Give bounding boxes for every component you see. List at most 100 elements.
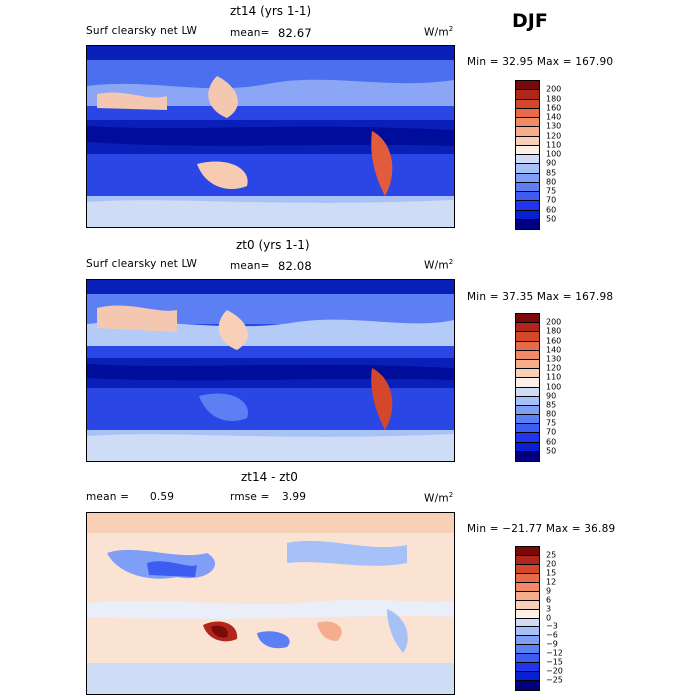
colorbar-level-label: 90: [546, 391, 557, 401]
colorbar-swatch: [516, 332, 539, 342]
colorbar-level-label: 12: [546, 577, 557, 587]
colorbar-swatch: [516, 90, 539, 100]
panel1-title: zt14 (yrs 1-1): [230, 4, 312, 18]
colorbar-swatch: [516, 210, 539, 220]
colorbar-swatch: [516, 591, 539, 601]
colorbar-swatch: [516, 201, 539, 211]
colorbar-swatch: [516, 145, 539, 155]
colorbar-level-label: 85: [546, 400, 557, 410]
colorbar-level-label: 140: [546, 112, 562, 122]
colorbar-swatch: [516, 547, 539, 556]
panel3-mean-label: mean =: [86, 491, 130, 503]
panel1-units: W/m2: [424, 25, 454, 39]
colorbar-level-label: 70: [546, 427, 557, 437]
panel3-title: zt14 - zt0: [241, 470, 298, 484]
colorbar-swatch: [516, 573, 539, 583]
colorbar-swatch: [516, 164, 539, 174]
season-label: DJF: [512, 10, 548, 32]
colorbar-level-label: −9: [546, 639, 558, 649]
colorbar-swatch: [516, 118, 539, 128]
colorbar-swatch: [516, 359, 539, 370]
colorbar-swatch: [516, 433, 539, 443]
colorbar-swatch: [516, 681, 539, 690]
colorbar-level-label: 100: [546, 149, 562, 159]
colorbar-swatch: [516, 192, 539, 202]
colorbar-level-label: −3: [546, 621, 558, 631]
colorbar-level-label: 130: [546, 354, 562, 364]
colorbar-swatch: [516, 378, 539, 388]
colorbar-swatch: [516, 564, 539, 574]
colorbar-level-label: −25: [546, 675, 563, 685]
colorbar-level-label: 200: [546, 317, 562, 327]
colorbar-swatch: [516, 108, 539, 118]
colorbar-swatch: [516, 173, 539, 183]
colorbar-level-label: 80: [546, 177, 557, 187]
colorbar-swatch: [516, 618, 539, 628]
panel2-variable-label: Surf clearsky net LW: [86, 258, 198, 270]
panel1-map: [86, 45, 455, 228]
colorbar-swatch: [516, 81, 539, 91]
colorbar-level-label: 70: [546, 195, 557, 205]
colorbar-level-label: 9: [546, 586, 552, 596]
colorbar-level-label: 6: [546, 595, 552, 605]
colorbar-swatch: [516, 555, 539, 565]
colorbar-swatch: [516, 155, 539, 165]
panel3-minmax: Min = −21.77 Max = 36.89: [467, 523, 616, 535]
colorbar-swatch: [516, 182, 539, 192]
colorbar-level-label: 60: [546, 437, 557, 447]
colorbar-level-label: 50: [546, 446, 557, 456]
panel3-rmse-value: 3.99: [282, 491, 307, 503]
panel1-minmax: Min = 32.95 Max = 167.90: [467, 56, 614, 68]
panel2-title: zt0 (yrs 1-1): [236, 238, 310, 252]
colorbar-level-label: 20: [546, 559, 557, 569]
colorbar-swatch: [516, 442, 539, 452]
colorbar-level-label: −20: [546, 666, 563, 676]
colorbar-level-label: −15: [546, 657, 563, 667]
colorbar-swatch: [516, 672, 539, 682]
panel3-mean-value: 0.59: [150, 491, 175, 503]
colorbar-level-label: 180: [546, 94, 562, 103]
colorbar-swatch: [516, 405, 539, 416]
panel2-minmax: Min = 37.35 Max = 167.98: [467, 291, 614, 303]
colorbar-swatch: [516, 627, 539, 637]
colorbar-level-label: 25: [546, 550, 557, 560]
colorbar-level-label: 160: [546, 336, 562, 346]
colorbar-level-label: 180: [546, 326, 562, 336]
colorbar-swatch: [516, 424, 539, 434]
colorbar-swatch: [516, 314, 539, 324]
panel1-mean-value: 82.67: [278, 26, 312, 40]
colorbar-level-label: 50: [546, 214, 557, 224]
colorbar-level-label: 120: [546, 363, 562, 373]
colorbar-level-label: 80: [546, 409, 557, 419]
colorbar-level-label: 130: [546, 121, 562, 131]
colorbar-swatch: [516, 323, 539, 333]
colorbar-swatch: [516, 99, 539, 109]
colorbar-swatch: [516, 396, 539, 406]
colorbar-swatch: [516, 369, 539, 379]
colorbar-swatch: [516, 451, 539, 461]
colorbar-level-label: 60: [546, 205, 557, 214]
panel2-map: [86, 279, 455, 462]
colorbar-level-label: 3: [546, 604, 552, 614]
colorbar-level-label: 110: [546, 140, 562, 150]
panel3-units: W/m2: [424, 491, 454, 505]
colorbar-swatch: [516, 387, 539, 397]
panel1-colorbar: [515, 80, 540, 230]
colorbar-swatch: [516, 341, 539, 351]
colorbar-swatch: [516, 582, 539, 592]
panel2-colorbar: [515, 313, 540, 462]
colorbar-swatch: [516, 350, 539, 360]
colorbar-swatch: [516, 654, 539, 664]
colorbar-level-label: 15: [546, 568, 557, 578]
panel3-map: [86, 512, 455, 695]
colorbar-swatch: [516, 415, 539, 425]
colorbar-level-label: 110: [546, 372, 562, 382]
colorbar-swatch: [516, 645, 539, 655]
panel3-colorbar: [515, 546, 540, 691]
colorbar-level-label: 140: [546, 345, 562, 355]
colorbar-level-label: 85: [546, 168, 557, 177]
colorbar-level-label: −12: [546, 648, 563, 658]
colorbar-swatch: [516, 636, 539, 646]
colorbar-swatch: [516, 219, 539, 229]
panel2-units: W/m2: [424, 258, 454, 272]
